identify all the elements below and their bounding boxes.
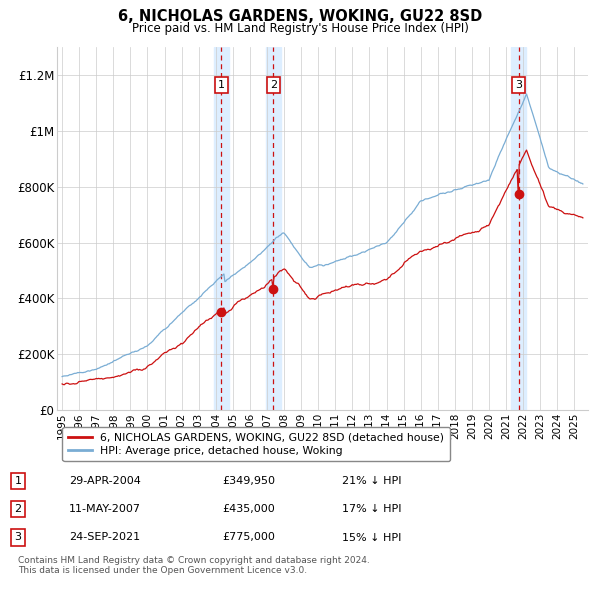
Bar [214,47,229,410]
Text: 29-APR-2004: 29-APR-2004 [69,476,141,486]
Bar [266,47,281,410]
Text: Contains HM Land Registry data © Crown copyright and database right 2024.
This d: Contains HM Land Registry data © Crown c… [18,556,370,575]
Legend: 6, NICHOLAS GARDENS, WOKING, GU22 8SD (detached house), HPI: Average price, deta: 6, NICHOLAS GARDENS, WOKING, GU22 8SD (d… [62,427,450,461]
Text: 3: 3 [14,533,22,542]
Text: £349,950: £349,950 [222,476,275,486]
Text: 24-SEP-2021: 24-SEP-2021 [69,533,140,542]
Text: 1: 1 [14,476,22,486]
Text: Price paid vs. HM Land Registry's House Price Index (HPI): Price paid vs. HM Land Registry's House … [131,22,469,35]
Text: £775,000: £775,000 [222,533,275,542]
Text: 6, NICHOLAS GARDENS, WOKING, GU22 8SD: 6, NICHOLAS GARDENS, WOKING, GU22 8SD [118,9,482,24]
Text: 1: 1 [218,80,225,90]
Text: 2: 2 [14,504,22,514]
Bar [511,47,526,410]
Text: 15% ↓ HPI: 15% ↓ HPI [342,533,401,542]
Text: 2: 2 [270,80,277,90]
Text: 17% ↓ HPI: 17% ↓ HPI [342,504,401,514]
Text: 3: 3 [515,80,522,90]
Text: 11-MAY-2007: 11-MAY-2007 [69,504,141,514]
Text: 21% ↓ HPI: 21% ↓ HPI [342,476,401,486]
Text: £435,000: £435,000 [222,504,275,514]
